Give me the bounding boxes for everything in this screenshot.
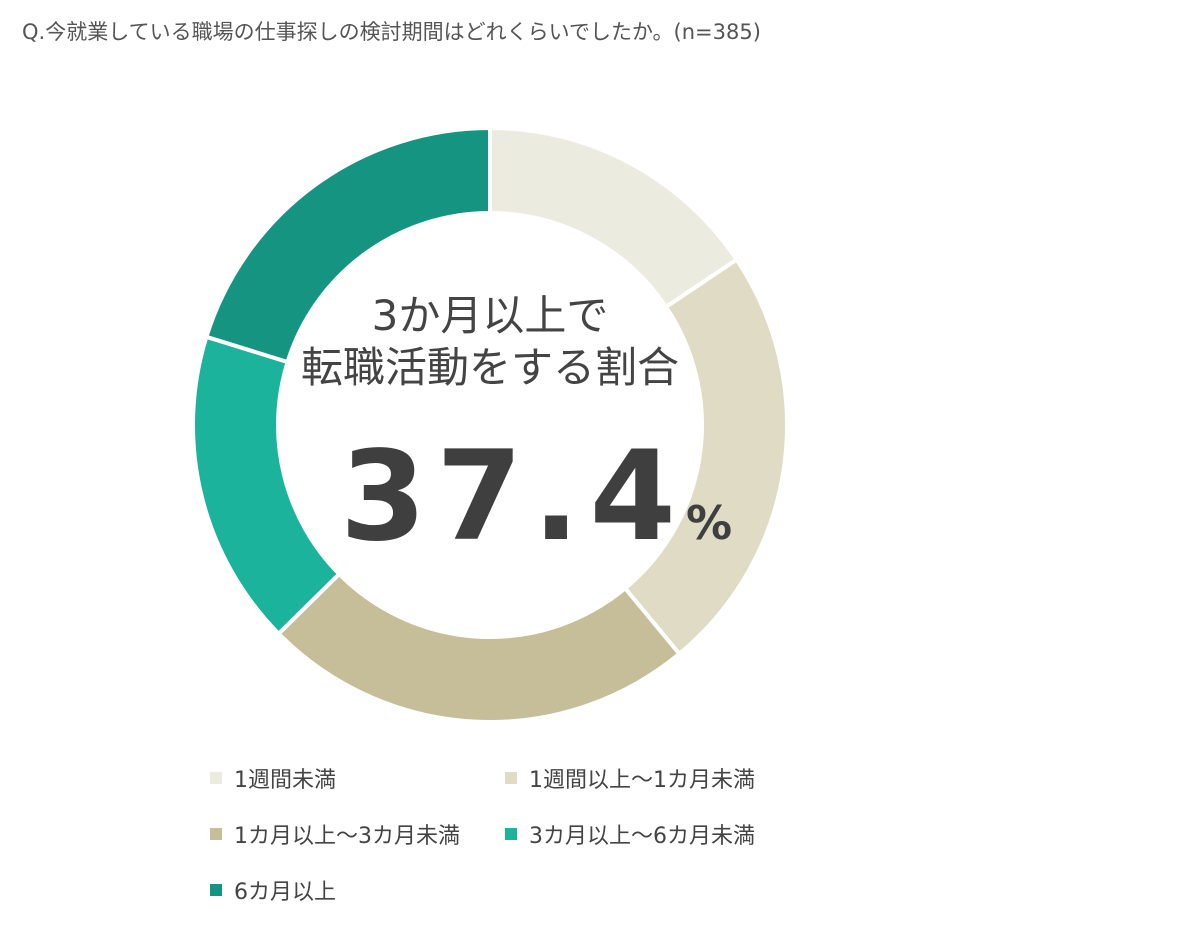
legend-item: 3カ月以上～6カ月未満 (505, 814, 755, 854)
center-label-line2: 転職活動をする割合 (300, 343, 679, 392)
question-title: Q.今就業している職場の仕事探しの検討期間はどれくらいでしたか。(n=385) (22, 20, 761, 44)
center-label: 3か月以上で 転職活動をする割合 (290, 290, 690, 394)
legend-swatch (210, 828, 222, 840)
legend-label: 1週間以上～1カ月未満 (529, 768, 755, 793)
donut-slice (488, 125, 740, 310)
donut-slice (622, 256, 789, 657)
legend-swatch (210, 884, 222, 896)
highlight-unit: % (685, 496, 733, 550)
legend-item: 1週間未満 (210, 758, 336, 798)
legend-swatch (210, 772, 222, 784)
legend-swatch (505, 828, 517, 840)
legend-label: 1カ月以上～3カ月未満 (234, 824, 460, 849)
legend-label: 3カ月以上～6カ月未満 (529, 824, 755, 849)
donut-slice (275, 571, 683, 724)
legend-label: 1週間未満 (234, 768, 336, 793)
legend-label: 6カ月以上 (234, 880, 336, 905)
legend-swatch (505, 772, 517, 784)
legend-item: 6カ月以上 (210, 870, 336, 910)
highlight-number: 37.4 (340, 425, 686, 569)
legend-item: 1カ月以上～3カ月未満 (210, 814, 460, 854)
donut-slice (203, 125, 492, 365)
legend-item: 1週間以上～1カ月未満 (505, 758, 755, 798)
center-label-line1: 3か月以上で (371, 291, 609, 340)
highlight-value: 37.4% (340, 425, 732, 569)
